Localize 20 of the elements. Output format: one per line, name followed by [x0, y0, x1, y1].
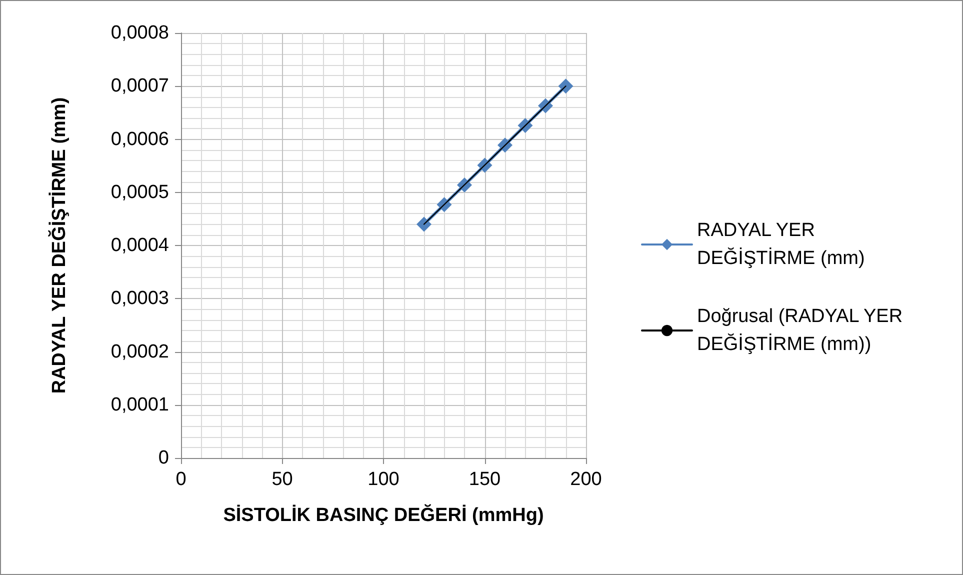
y-tick-label: 0,0002	[110, 341, 169, 362]
y-tick-label: 0,0004	[110, 235, 170, 256]
point	[416, 216, 432, 232]
y-tick-label: 0,0005	[110, 182, 169, 203]
y-tick-label: 0,0007	[110, 76, 169, 97]
y-tick-label: 0	[158, 448, 169, 468]
x-tick-label: 150	[468, 469, 501, 490]
x-tick-label: 0	[176, 469, 186, 490]
y-tick-label: 0,0008	[110, 22, 169, 44]
y-tick-label: 0,0006	[110, 128, 169, 150]
x-tick-label: 200	[570, 469, 602, 490]
x-tick-label: 100	[368, 469, 400, 490]
y-axis-title: RADYAL YER DEĞİŞTİRME (mm)	[48, 97, 70, 394]
y-tick-label: 0,0003	[110, 288, 169, 310]
legend-label: Doğrusal (RADYAL YER DEĞİŞTİRME (mm))	[697, 306, 908, 355]
x-axis-title: SİSTOLİK BASINÇ DEĞERİ (mmHg)	[223, 504, 544, 526]
x-tick-label: 50	[272, 469, 293, 490]
y-tick-label: 0,0001	[110, 394, 169, 416]
legend-label: RADYAL YER DEĞİŞTİRME (mm)	[697, 220, 865, 269]
point	[558, 78, 574, 94]
